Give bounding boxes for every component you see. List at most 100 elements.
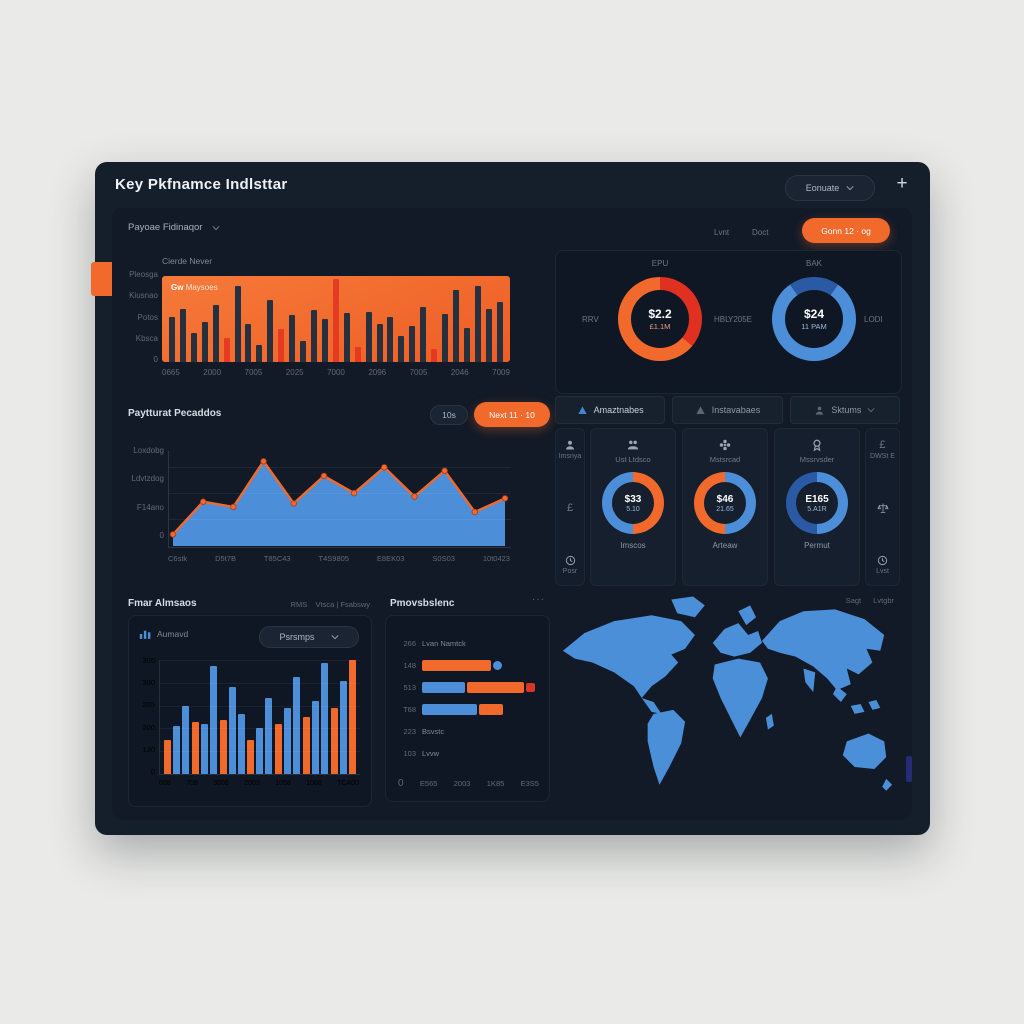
donut1-value: $2.2: [648, 307, 672, 321]
strip-item-clock[interactable]: Posr: [563, 555, 577, 575]
hbar-x-axis: 0 E565 2003 1K85 E3S5: [398, 778, 539, 789]
bar: [237, 713, 245, 774]
map-meta-2[interactable]: Lvtgbr: [873, 596, 894, 605]
bar-group: [330, 660, 356, 774]
add-button[interactable]: +: [896, 173, 908, 194]
x-tick-label: 3008: [213, 780, 229, 787]
bar-group: [303, 660, 329, 774]
donut2-top-label: BAK: [805, 259, 822, 268]
strip-label: Posr: [562, 568, 578, 575]
range-option-1[interactable]: Lvnt: [714, 228, 730, 237]
x-tick-label: T4S9805: [318, 554, 349, 563]
x-tick-label: C6stk: [168, 554, 188, 563]
x-tick-label: 2003: [453, 779, 471, 788]
params-dropdown-label: Psrsmps: [279, 632, 315, 642]
strip-item-pound[interactable]: £ DWSt E: [870, 439, 895, 460]
x-tick-label: 2025: [285, 368, 304, 377]
bar: [247, 739, 255, 774]
gauge-card-2[interactable]: Mstsrcad $46 21.65 Arteaw: [682, 428, 768, 586]
bar: [422, 659, 492, 671]
bar: [228, 687, 236, 774]
donut1-sub: £1.1M: [649, 322, 671, 331]
bar: [321, 663, 329, 774]
right-icon-strip: £ DWSt E Lvst: [865, 428, 900, 586]
strip-label: DWSt E: [870, 453, 895, 460]
row-text: Lvvw: [422, 748, 440, 758]
bar: [234, 286, 241, 362]
chevron-down-icon: [846, 186, 854, 191]
triangle-icon: [696, 405, 705, 414]
row-label: 266: [403, 638, 416, 648]
more-menu-button[interactable]: ···: [532, 594, 545, 605]
chevron-down-icon: [212, 225, 221, 230]
params-dropdown[interactable]: Psrsmps: [259, 626, 359, 648]
y-tick-label: 0: [150, 766, 155, 776]
x-tick-label: 1088: [306, 780, 322, 787]
overview-bars: [162, 276, 510, 362]
x-tick-label: 2046: [450, 368, 469, 377]
bar: [284, 707, 292, 774]
donut2-center: $24 11 PAM: [785, 290, 843, 348]
gridline: [160, 728, 360, 730]
pound-icon: £: [879, 439, 886, 451]
strip-item-user[interactable]: Imsnya: [559, 439, 581, 460]
range-pill-button[interactable]: Gonn 12 · og: [802, 218, 890, 243]
trend-next-button[interactable]: Next 11 · 10: [474, 402, 550, 427]
gridline: [160, 751, 360, 753]
donut2-sub: 11 PAM: [801, 322, 827, 331]
header-dropdown[interactable]: Eonuate: [785, 175, 875, 201]
bar-group: [164, 660, 189, 774]
alert-marker: [525, 682, 535, 692]
user-icon: [565, 440, 575, 450]
bar: [278, 329, 285, 362]
strip-item-currency[interactable]: £: [567, 502, 573, 514]
tab3-label: Sktums: [831, 405, 862, 415]
x-tick-label: E3S5: [520, 779, 539, 788]
tab-2[interactable]: Instavabaes: [672, 396, 783, 424]
y-tick-label: 200: [142, 722, 155, 732]
row-body: Bsvstc: [422, 727, 541, 736]
bar: [245, 324, 252, 362]
strip-item-list[interactable]: Lvst: [876, 555, 889, 575]
x-tick-label: 7009: [492, 368, 510, 377]
y-tick-label: Kiusnao: [129, 291, 158, 301]
gauge1-label: Imscos: [620, 541, 646, 550]
flower-icon: [719, 439, 731, 451]
gauge-card-1[interactable]: Ust Ltdsco $33 5.10 Imscos: [590, 428, 676, 586]
bar: [173, 726, 180, 774]
y-tick-label: 205: [142, 700, 155, 710]
gauge3-value: E165: [805, 493, 829, 505]
legend-label: Aumavd: [157, 629, 189, 639]
donut1-right-label: HBL: [714, 315, 730, 324]
tab-1[interactable]: Amaztnabes: [555, 396, 666, 424]
scale-icon: [876, 503, 889, 513]
bar-group: [275, 660, 301, 774]
bottom-left-meta[interactable]: RMS Vtsca | Fsabswy: [290, 600, 370, 609]
gridline: [160, 682, 360, 684]
range-option-2[interactable]: Doct: [752, 228, 769, 237]
bar: [191, 721, 199, 774]
map-meta: Sagt Lvtgbr: [846, 596, 894, 605]
overview-bar-chart: Gw Maysoes: [162, 276, 510, 362]
page-title: Key Pkfnamce Indlsttar: [115, 176, 288, 193]
bar: [190, 332, 197, 362]
bar: [466, 681, 524, 693]
dot-marker: [493, 660, 503, 670]
payout-filter[interactable]: Payoae Fidinaqor: [128, 222, 221, 233]
bar: [267, 300, 274, 362]
row-label: 223: [403, 726, 416, 736]
gauge-card-3[interactable]: Mssrvsder E165 5.A1R Permut: [774, 428, 860, 586]
donut2-value: $24: [803, 307, 825, 321]
x-tick-label: T85C43: [263, 554, 291, 563]
overview-y-axis: Pleosga Kiusnao Potos Kbsca 0: [116, 270, 158, 364]
trend-small-pill[interactable]: 10s: [430, 405, 468, 425]
bar: [452, 289, 459, 362]
map-meta-1[interactable]: Sagt: [845, 596, 862, 605]
tab-3[interactable]: Sktums: [789, 396, 900, 424]
y-tick-label: Potos: [137, 312, 158, 322]
overview-chart-legend: Gw Maysoes: [171, 283, 218, 292]
bar: [422, 681, 465, 693]
gauge2-center: $46 21.65: [704, 482, 746, 524]
person-icon: [816, 406, 824, 415]
strip-item-scale[interactable]: [876, 502, 889, 514]
